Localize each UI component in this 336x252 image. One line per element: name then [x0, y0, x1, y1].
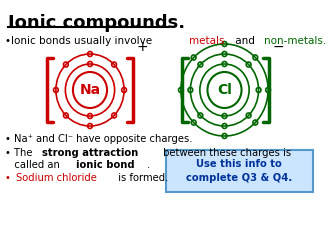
- Text: non-metals.: non-metals.: [264, 36, 326, 46]
- Text: −: −: [273, 40, 285, 54]
- Text: Na: Na: [79, 83, 100, 97]
- Text: Sodium chloride: Sodium chloride: [16, 173, 97, 183]
- Text: Use this info to
complete Q3 & Q4.: Use this info to complete Q3 & Q4.: [185, 159, 292, 183]
- Text: is formed.: is formed.: [115, 173, 168, 183]
- Text: .: .: [147, 160, 151, 170]
- FancyBboxPatch shape: [166, 150, 312, 192]
- Text: •: •: [5, 173, 14, 183]
- Text: ionic bond: ionic bond: [76, 160, 134, 170]
- Text: strong attraction: strong attraction: [42, 148, 138, 158]
- Text: +: +: [136, 40, 148, 54]
- Text: Ionic compounds.: Ionic compounds.: [8, 14, 185, 32]
- Text: •Ionic bonds usually involve: •Ionic bonds usually involve: [5, 36, 155, 46]
- Text: • Na⁺ and Cl⁻ have opposite charges.: • Na⁺ and Cl⁻ have opposite charges.: [5, 134, 192, 144]
- Text: between these charges is: between these charges is: [160, 148, 291, 158]
- Text: called an: called an: [5, 160, 63, 170]
- Text: • The: • The: [5, 148, 35, 158]
- Text: and: and: [232, 36, 258, 46]
- Text: metals: metals: [188, 36, 224, 46]
- Text: Cl: Cl: [217, 83, 232, 97]
